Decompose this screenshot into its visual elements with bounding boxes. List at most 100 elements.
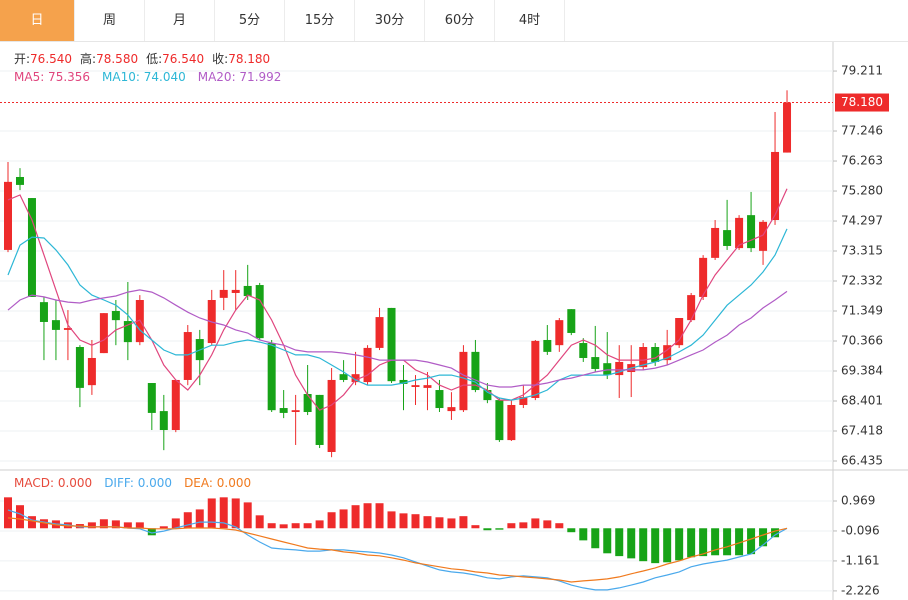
candle-body <box>411 385 420 387</box>
candle-body <box>591 357 600 369</box>
macd-bar <box>135 522 144 529</box>
candle-body <box>435 390 444 409</box>
macd-bar <box>531 518 540 529</box>
last-price-box <box>835 93 889 112</box>
candle-body <box>735 217 744 249</box>
candle-body <box>315 394 324 445</box>
candle-body <box>651 346 660 362</box>
macd-bar <box>99 519 108 529</box>
candle-body <box>711 227 720 258</box>
ohlc-value: 78.180 <box>228 52 270 66</box>
y-tick-label: 67.418 <box>841 423 883 437</box>
ma-line <box>7 289 788 388</box>
candle-body <box>351 374 360 383</box>
candle-body <box>519 397 528 405</box>
candle-body <box>255 285 264 339</box>
macd-bar <box>279 524 288 529</box>
candle-body <box>63 328 72 330</box>
macd-bar <box>699 528 708 557</box>
macd-bar <box>195 509 204 529</box>
macd-bar <box>4 497 12 529</box>
candle-body <box>243 285 252 297</box>
period-tab[interactable]: 周 <box>75 0 145 41</box>
ohlc-value: 76.540 <box>30 52 72 66</box>
candle-body <box>555 320 564 346</box>
legend-entry: MA20: 71.992 <box>198 70 282 84</box>
candle-body <box>675 318 684 346</box>
macd-bar <box>147 528 156 536</box>
macd-bar <box>495 528 504 530</box>
candle-body <box>771 151 780 221</box>
period-tab[interactable]: 4时 <box>495 0 565 41</box>
candle-body <box>231 289 240 293</box>
legend-entry: DIFF: 0.000 <box>104 476 172 490</box>
y-tick-label: -1.161 <box>841 553 880 567</box>
candle-body <box>303 394 312 413</box>
candle-body <box>759 221 768 251</box>
candle-body <box>423 385 432 388</box>
macd-bar <box>363 503 372 529</box>
candle-body <box>87 357 96 386</box>
macd-bar <box>543 520 552 529</box>
legend-entry: MA10: 74.040 <box>102 70 186 84</box>
macd-bar <box>411 514 420 529</box>
ma-line <box>7 228 788 401</box>
ohlc-label: 高: <box>80 51 96 66</box>
macd-bar <box>123 522 132 529</box>
candle-body <box>219 289 228 298</box>
macd-bar <box>243 502 252 529</box>
candle-body <box>363 347 372 383</box>
macd-bar <box>327 512 336 529</box>
legend: MACD: 0.000 DIFF: 0.000 DEA: 0.000 <box>14 476 251 490</box>
period-tab[interactable]: 日 <box>0 0 75 41</box>
candle-body <box>267 343 276 411</box>
candle-body <box>99 313 108 354</box>
macd-bar <box>291 523 300 529</box>
ohlc-label: 低: <box>146 52 162 66</box>
candle-body <box>147 383 156 413</box>
macd-bar <box>639 528 648 562</box>
macd-bar <box>207 498 216 529</box>
candle-body <box>111 310 120 321</box>
y-tick-label: 69.384 <box>841 363 883 377</box>
candle-body <box>507 404 516 441</box>
macd-bar <box>651 528 660 564</box>
legend-entry: MACD: 0.000 <box>14 476 92 490</box>
macd-bar <box>507 523 516 529</box>
macd-bar <box>555 523 564 529</box>
y-tick-label: 0.969 <box>841 494 875 508</box>
legend-entry: MA5: 75.356 <box>14 70 90 84</box>
y-tick-label: 76.263 <box>841 154 883 168</box>
period-tab[interactable]: 15分 <box>285 0 355 41</box>
y-tick-label: 75.280 <box>841 184 883 198</box>
period-tab[interactable]: 5分 <box>215 0 285 41</box>
macd-bar <box>27 516 36 529</box>
macd-bar <box>255 515 264 529</box>
ma-line <box>7 188 788 411</box>
candle-body <box>375 317 384 348</box>
macd-bar <box>663 528 672 563</box>
macd-bar <box>615 528 624 557</box>
period-tab[interactable]: 60分 <box>425 0 495 41</box>
macd-bar <box>315 520 324 529</box>
period-tab[interactable]: 30分 <box>355 0 425 41</box>
candle-body <box>159 411 168 431</box>
macd-bar <box>231 498 240 529</box>
candle-body <box>27 198 36 297</box>
candle-body <box>747 215 756 249</box>
y-tick-label: -2.226 <box>841 583 880 597</box>
macd-bar <box>603 528 612 554</box>
macd-bar <box>375 503 384 529</box>
ohlc-value: 78.580 <box>96 52 138 66</box>
macd-bar <box>87 522 96 529</box>
legend-entry: DEA: 0.000 <box>184 476 251 490</box>
macd-bar <box>111 520 120 529</box>
y-tick-label: 70.366 <box>841 334 883 348</box>
candle-body <box>639 346 648 368</box>
macd-bar <box>159 526 168 529</box>
candle-body <box>279 408 288 413</box>
macd-bar <box>183 512 192 529</box>
candle-body <box>387 307 396 382</box>
candle-body <box>39 302 48 322</box>
period-tab[interactable]: 月 <box>145 0 215 41</box>
